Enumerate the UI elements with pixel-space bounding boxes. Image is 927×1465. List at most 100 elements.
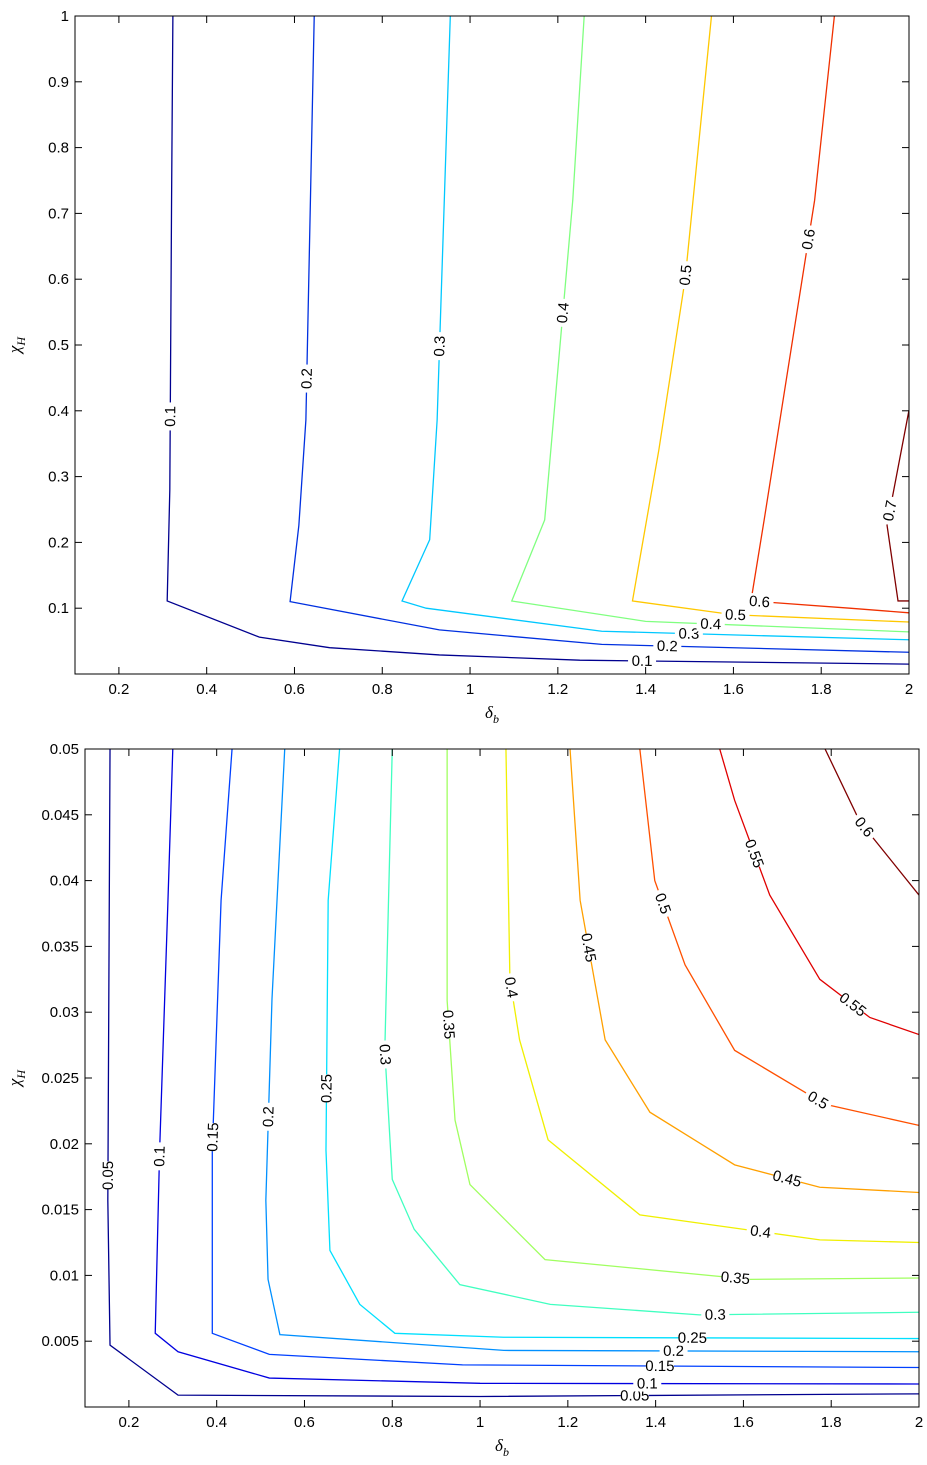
y-tick-label: 0.2 (48, 534, 69, 551)
plot-area (85, 749, 919, 1407)
label-bg (376, 1040, 394, 1069)
label-bg (439, 1010, 458, 1040)
contour-label-text: 0.6 (799, 228, 819, 251)
label-bg (659, 1342, 688, 1359)
y-tick-label: 0.4 (48, 403, 69, 420)
x-tick-label: 1.2 (557, 1414, 578, 1431)
x-tick-label: 1.6 (733, 1414, 754, 1431)
x-tick-label: 1.4 (635, 681, 656, 698)
contour-line (750, 16, 909, 614)
x-label-symbol: δ (485, 703, 494, 722)
contour-line (265, 749, 919, 1353)
x-tick-label: 0.6 (284, 681, 305, 698)
contour-label: 0.45 (771, 1167, 804, 1191)
contour-label: 0.05 (100, 1161, 117, 1190)
label-bg (151, 1142, 168, 1171)
y-tick-label: 0.025 (41, 1070, 79, 1087)
contour-label-text: 0.3 (375, 1044, 393, 1066)
contour-label: 0.6 (798, 224, 819, 255)
x-tick-label: 1.8 (821, 1414, 842, 1431)
contour-label-text: 0.1 (632, 653, 653, 670)
label-bg (653, 637, 682, 655)
contour-label-text: 0.2 (298, 368, 315, 389)
label-bg (627, 652, 657, 670)
contour-label-text: 0.15 (204, 1122, 222, 1152)
x-axis-label: δb (495, 1436, 509, 1459)
x-tick-label: 1.6 (723, 681, 744, 698)
x-tick-label: 0.4 (206, 1414, 227, 1431)
label-bg (676, 260, 695, 290)
x-tick-label: 0.6 (294, 1414, 315, 1431)
x-tick-label: 2 (905, 681, 913, 698)
contour-label-text: 0.1 (151, 1146, 168, 1167)
contour-label-text: 0.4 (554, 302, 573, 324)
contour-line (886, 410, 909, 602)
label-bg (204, 1122, 222, 1152)
contour-label: 0.25 (678, 1330, 707, 1347)
contour-label: 0.45 (577, 932, 599, 964)
x-label-subscript: b (493, 712, 499, 726)
y-tick-label: 0.01 (50, 1267, 79, 1284)
x-tick-label: 0.2 (118, 1414, 139, 1431)
y-axis-label: χH (5, 1069, 28, 1088)
label-bg (721, 606, 750, 624)
chart: 0.050.050.10.10.150.150.20.20.250.250.30… (5, 741, 923, 1459)
label-bg (501, 972, 522, 1003)
label-bg (318, 1074, 335, 1103)
contour-label-text: 0.5 (651, 891, 674, 916)
contour-label-text: 0.45 (771, 1167, 804, 1191)
contour-label: 0.4 (696, 615, 726, 633)
contour-label: 0.3 (674, 625, 704, 643)
label-bg (771, 1167, 803, 1190)
label-bg (742, 837, 767, 870)
y-label-subscript: H (14, 1069, 28, 1080)
contour-label: 0.3 (701, 1306, 730, 1324)
label-bg (259, 1102, 277, 1131)
contour-line (510, 16, 909, 633)
contour-label: 0.25 (318, 1074, 335, 1103)
label-bg (744, 592, 775, 611)
label-bg (162, 402, 179, 431)
y-tick-label: 0.6 (48, 271, 69, 288)
y-tick-label: 0.5 (48, 337, 69, 354)
label-bg (678, 1329, 707, 1346)
contour-label: 0.3 (431, 331, 449, 361)
contour-label-text: 0.4 (749, 1222, 772, 1242)
contour-label: 0.15 (204, 1122, 222, 1152)
contour-label: 0.1 (633, 1375, 662, 1393)
contour-line (719, 749, 919, 1036)
y-tick-label: 0.3 (48, 469, 69, 486)
label-bg (99, 1161, 117, 1190)
label-bg (633, 1375, 662, 1392)
x-tick-label: 0.8 (372, 681, 393, 698)
contour-label: 0.5 (650, 887, 676, 920)
contour-label: 0.4 (553, 298, 573, 328)
label-bg (801, 1086, 835, 1115)
contour-line (569, 749, 919, 1194)
contours (107, 749, 919, 1398)
y-tick-label: 0.1 (48, 600, 69, 617)
contour-line (384, 749, 919, 1316)
contour-label: 0.15 (645, 1358, 674, 1375)
contour-label-text: 0.25 (318, 1074, 335, 1103)
label-bg (578, 932, 599, 963)
y-tick-label: 0.005 (41, 1333, 79, 1350)
y-tick-label: 0.015 (41, 1202, 79, 1219)
y-tick-label: 0.7 (48, 205, 69, 222)
y-tick-label: 0.045 (41, 807, 79, 824)
y-tick-label: 0.05 (50, 741, 79, 758)
x-tick-label: 0.8 (382, 1414, 403, 1431)
chart: 0.10.10.20.20.30.30.40.40.50.50.60.60.70… (5, 8, 913, 726)
contour-label: 0.1 (627, 652, 657, 670)
contour-label-text: 0.5 (725, 606, 747, 624)
y-axis-label: χH (5, 336, 28, 355)
label-bg (696, 615, 726, 633)
contour-label: 0.2 (659, 1342, 688, 1360)
plot-area (75, 16, 909, 674)
y-label-subscript: H (14, 336, 28, 347)
contour-label: 0.1 (162, 402, 179, 431)
contour-label: 0.35 (439, 1009, 458, 1039)
label-bg (701, 1306, 730, 1323)
contour-label-text: 0.2 (260, 1106, 278, 1127)
